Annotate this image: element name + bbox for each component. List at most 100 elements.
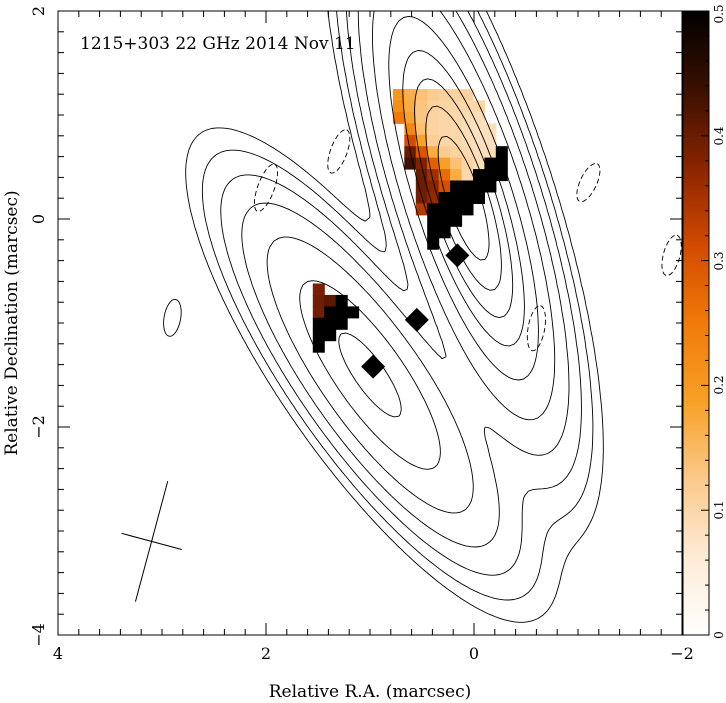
pol-cell xyxy=(415,180,428,193)
colorbar-label-0.4: 0.4 xyxy=(712,126,726,145)
component-marker xyxy=(445,243,470,268)
pol-cell xyxy=(427,180,440,193)
x-tick-label-2: 2 xyxy=(261,644,271,663)
pol-cell xyxy=(324,317,337,330)
colorbar xyxy=(682,10,710,636)
pol-cell xyxy=(415,134,428,147)
pol-cell xyxy=(461,134,474,147)
pol-cell xyxy=(324,294,337,307)
pol-cell xyxy=(473,180,485,193)
x-axis-label: Relative R.A. (marcsec) xyxy=(269,682,472,702)
pol-cell xyxy=(427,123,440,136)
pol-cell xyxy=(392,89,405,101)
pol-cell xyxy=(404,100,417,113)
pol-cell xyxy=(461,203,474,216)
pol-cell xyxy=(450,146,463,159)
pol-cell xyxy=(312,306,325,319)
y-axis-label: Relative Declination (marcsec) xyxy=(2,190,22,455)
pol-cell xyxy=(438,111,451,124)
pol-cell xyxy=(404,134,417,147)
component-markers xyxy=(361,243,470,379)
contour-level xyxy=(220,11,582,576)
pol-cell xyxy=(438,169,451,182)
pol-cell xyxy=(438,157,451,170)
pol-cell xyxy=(392,111,405,124)
pol-cell xyxy=(404,123,417,136)
colorbar-ticks xyxy=(701,10,709,636)
pol-cell xyxy=(450,192,463,204)
pol-cell xyxy=(427,134,440,147)
pol-cell xyxy=(427,146,440,159)
axis-ticks xyxy=(57,10,683,636)
pol-cell xyxy=(473,169,485,182)
pol-cell xyxy=(461,169,474,182)
pol-cell xyxy=(347,306,360,319)
pol-cell xyxy=(450,180,463,193)
pol-cell xyxy=(415,100,428,113)
pol-cell xyxy=(438,89,451,101)
pol-cell xyxy=(495,146,508,159)
pol-cell xyxy=(427,237,440,250)
pol-cell xyxy=(473,134,485,147)
pol-cell xyxy=(473,192,485,204)
y-tick-label-neg2: −2 xyxy=(29,415,48,439)
contour-level xyxy=(201,11,594,601)
pol-cell xyxy=(415,123,428,136)
beam-cross xyxy=(121,480,182,602)
y-tick-label-0: 0 xyxy=(29,214,48,224)
pol-cell xyxy=(427,192,440,204)
chart-title: 1215+303 22 GHz 2014 Nov 11 xyxy=(80,34,356,54)
x-tick-label-0: 0 xyxy=(469,644,479,663)
noise-contour xyxy=(576,162,601,203)
pol-cell xyxy=(335,317,348,330)
noise-contour xyxy=(526,305,546,352)
pol-cell xyxy=(461,192,474,204)
colorbar-label-0: 0 xyxy=(712,631,726,639)
pol-cell xyxy=(415,89,428,101)
noise-contour xyxy=(253,163,279,212)
pol-cell xyxy=(484,123,497,136)
contour-level xyxy=(338,50,525,418)
contour-level xyxy=(437,135,490,261)
plot-background xyxy=(58,11,682,635)
pol-cell xyxy=(438,123,451,136)
component-marker xyxy=(404,307,429,332)
beam-minor-axis xyxy=(121,532,182,550)
pol-cell xyxy=(450,89,463,101)
pol-cell xyxy=(415,111,428,124)
colorbar-label-0.5: 0.5 xyxy=(712,4,726,23)
colorbar-label-0.2: 0.2 xyxy=(712,375,726,394)
pol-cell xyxy=(438,192,451,204)
pol-cell xyxy=(461,123,474,136)
pol-cell xyxy=(473,111,485,124)
pol-cell xyxy=(461,89,474,101)
x-tick-label-neg2: −2 xyxy=(670,644,694,663)
pol-cell xyxy=(450,157,463,170)
pol-cell xyxy=(415,146,428,159)
pol-cell xyxy=(427,111,440,124)
pol-cell xyxy=(404,157,417,170)
pol-cell xyxy=(335,294,348,307)
component-marker xyxy=(361,354,386,379)
y-tick-label-neg4: −4 xyxy=(29,623,48,647)
contour-level xyxy=(299,15,539,470)
noise-contour xyxy=(163,298,182,337)
contour-layer xyxy=(185,11,604,623)
pol-cell xyxy=(484,157,497,170)
pol-cell xyxy=(484,180,497,193)
pol-cell xyxy=(427,203,440,216)
pol-cell xyxy=(461,180,474,193)
pol-cell xyxy=(450,203,463,216)
pol-cell xyxy=(427,89,440,101)
pol-cell xyxy=(312,329,325,342)
pol-cell xyxy=(450,169,463,182)
pol-cell xyxy=(438,214,451,227)
pol-cell xyxy=(415,157,428,170)
pol-cell xyxy=(335,306,348,319)
pol-cell xyxy=(404,89,417,101)
pol-cell xyxy=(324,306,337,319)
contour-level xyxy=(414,78,514,319)
pol-cell xyxy=(495,157,508,170)
pol-cell xyxy=(438,146,451,159)
